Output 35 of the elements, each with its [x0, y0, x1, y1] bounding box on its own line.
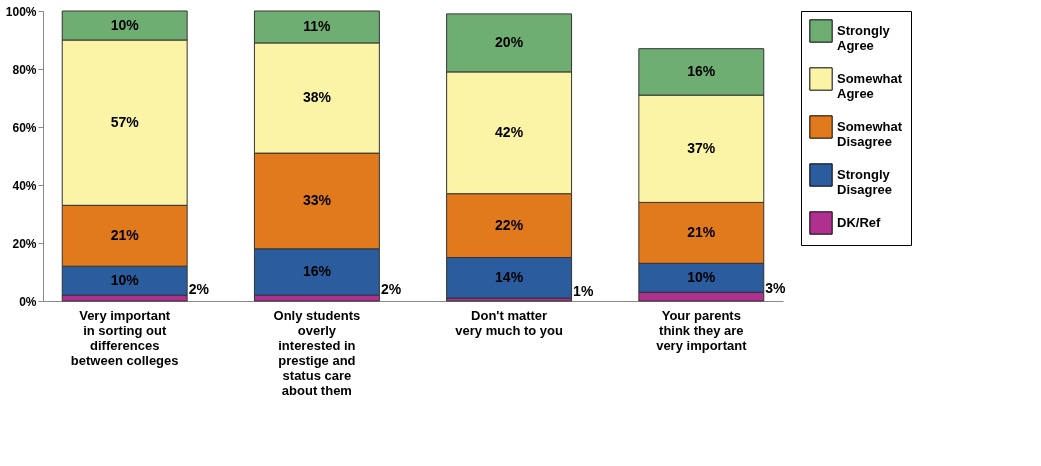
data-label: 16% [302, 263, 332, 279]
data-label: 2% [188, 281, 210, 298]
x-tick-label: Don't matter very much to you [455, 307, 563, 338]
x-tick-label: Your parents think they are very important [656, 307, 748, 353]
y-tick-label: 20% [12, 236, 37, 251]
data-label: 10% [110, 16, 140, 33]
y-tick-label: 80% [12, 62, 37, 77]
data-label: 38% [302, 89, 332, 105]
y-tick-label: 40% [12, 178, 37, 193]
data-label: 14% [495, 268, 524, 285]
data-label: 10% [110, 271, 140, 288]
data-label: 20% [495, 33, 524, 50]
legend-label: Strongly Agree [837, 23, 891, 53]
data-label: 22% [495, 216, 524, 233]
legend-label: Strongly Disagree [837, 167, 892, 197]
data-label: 11% [303, 17, 332, 34]
legend-label: DK/Ref [837, 215, 882, 230]
y-tick-label: 0% [19, 294, 37, 309]
data-label: 2% [380, 281, 402, 298]
y-tick-label: 60% [12, 120, 37, 135]
data-label: 10% [687, 268, 716, 285]
data-label: 21% [110, 226, 140, 243]
legend-label: Somewhat Disagree [837, 119, 903, 149]
data-label: 16% [687, 62, 716, 79]
x-tick-label: Very important in sorting out differences between colleges [70, 307, 179, 368]
data-label: 37% [687, 139, 716, 156]
x-tick-label: Only students overly interested in prestige and status care about them [273, 307, 361, 398]
data-label: 21% [687, 223, 716, 240]
data-label: 3% [765, 279, 787, 296]
data-label: 57% [110, 113, 140, 130]
y-tick-label: 100% [5, 4, 37, 19]
legend-label: Somewhat Agree [837, 71, 903, 101]
data-label: 1% [573, 282, 594, 299]
data-label: 33% [302, 191, 332, 208]
data-label: 42% [495, 123, 524, 140]
